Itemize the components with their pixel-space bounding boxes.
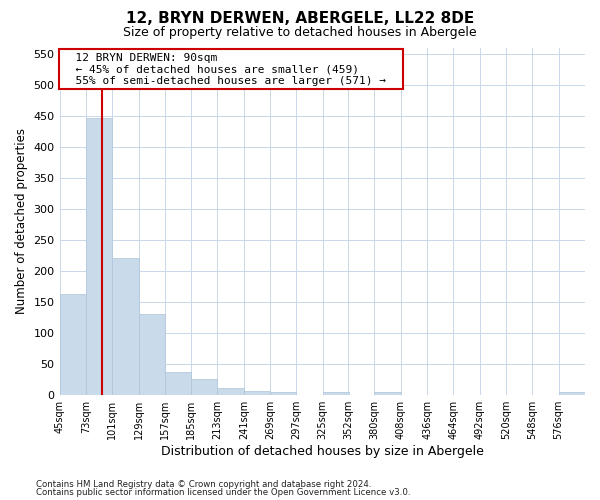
Bar [191,379,217,394]
Bar [139,314,165,394]
Bar [112,258,139,394]
Bar [59,294,86,394]
Text: Size of property relative to detached houses in Abergele: Size of property relative to detached ho… [123,26,477,39]
Text: Contains public sector information licensed under the Open Government Licence v3: Contains public sector information licen… [36,488,410,497]
Bar [86,118,112,394]
Bar [374,392,401,394]
Y-axis label: Number of detached properties: Number of detached properties [15,128,28,314]
Text: 12 BRYN DERWEN: 90sqm  
  ← 45% of detached houses are smaller (459)  
  55% of : 12 BRYN DERWEN: 90sqm ← 45% of detached … [62,52,400,86]
Bar [559,392,585,394]
Bar [244,391,270,394]
Text: 12, BRYN DERWEN, ABERGELE, LL22 8DE: 12, BRYN DERWEN, ABERGELE, LL22 8DE [126,11,474,26]
Bar [270,392,296,394]
Bar [165,372,191,394]
Bar [217,388,244,394]
Text: Contains HM Land Registry data © Crown copyright and database right 2024.: Contains HM Land Registry data © Crown c… [36,480,371,489]
X-axis label: Distribution of detached houses by size in Abergele: Distribution of detached houses by size … [161,444,484,458]
Bar [323,392,349,394]
